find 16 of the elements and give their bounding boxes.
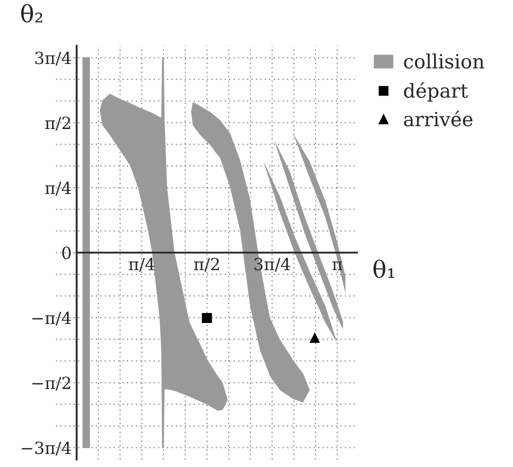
x-tick-label: π/4 bbox=[128, 258, 155, 272]
y-tick-label: −π/4 bbox=[32, 312, 71, 326]
y-tick-label: π/4 bbox=[45, 182, 71, 196]
y-tick-label: 0 bbox=[62, 246, 71, 260]
x-tick-label: 3π/4 bbox=[254, 258, 290, 272]
x-tick-label: π bbox=[332, 262, 342, 270]
y-axis-title: θ₂ bbox=[21, 4, 42, 22]
y-tick-label: π/2 bbox=[45, 116, 70, 131]
y-tick-label: −π/2 bbox=[32, 376, 70, 391]
legend-label: départ bbox=[404, 82, 468, 102]
x-axis-title: θ₁ bbox=[373, 260, 394, 278]
legend-label: arrivée bbox=[404, 110, 472, 126]
x-tick-label: π/2 bbox=[194, 258, 219, 272]
y-tick-label: 3π/4 bbox=[35, 52, 71, 66]
legend-label: collision bbox=[404, 54, 484, 69]
y-tick-label: −3π/4 bbox=[22, 442, 71, 456]
